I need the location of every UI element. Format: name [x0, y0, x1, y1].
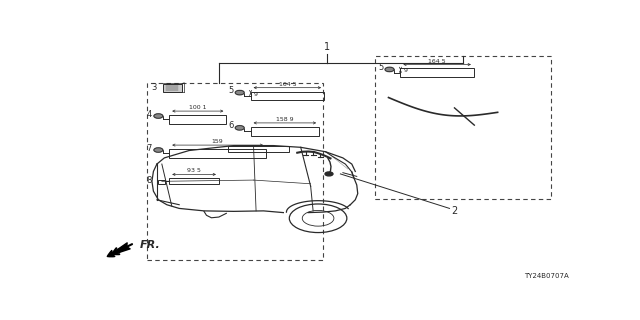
Bar	[169, 149, 266, 158]
Text: 2: 2	[451, 206, 458, 216]
Text: 9: 9	[253, 92, 258, 97]
Bar	[401, 68, 474, 77]
Text: 93 5: 93 5	[187, 168, 201, 173]
Bar	[169, 178, 219, 184]
Text: 5: 5	[378, 63, 383, 72]
Text: 6: 6	[228, 121, 234, 130]
Bar	[169, 115, 227, 124]
Bar	[375, 56, 551, 198]
Circle shape	[236, 126, 244, 130]
Text: 100 1: 100 1	[189, 105, 207, 110]
Text: 5: 5	[228, 86, 234, 95]
Text: 8: 8	[146, 176, 152, 185]
Text: 3: 3	[152, 83, 157, 92]
Circle shape	[385, 67, 394, 72]
Text: 4: 4	[146, 110, 152, 119]
Text: 9: 9	[403, 68, 408, 73]
Text: FR.: FR.	[140, 240, 160, 250]
Bar	[147, 83, 323, 260]
Text: TY24B0707A: TY24B0707A	[524, 273, 568, 279]
Bar	[163, 84, 182, 92]
Bar	[251, 127, 319, 136]
Text: 1: 1	[324, 42, 330, 52]
Bar	[158, 180, 165, 184]
Text: 159: 159	[212, 139, 223, 144]
Text: 7: 7	[146, 144, 152, 153]
Text: 164 5: 164 5	[428, 59, 446, 64]
Circle shape	[236, 90, 244, 95]
Text: 164 5: 164 5	[278, 82, 296, 87]
Circle shape	[325, 172, 333, 176]
Text: 158 9: 158 9	[276, 117, 294, 122]
Circle shape	[154, 114, 163, 118]
Bar	[251, 92, 324, 100]
Circle shape	[154, 148, 163, 152]
